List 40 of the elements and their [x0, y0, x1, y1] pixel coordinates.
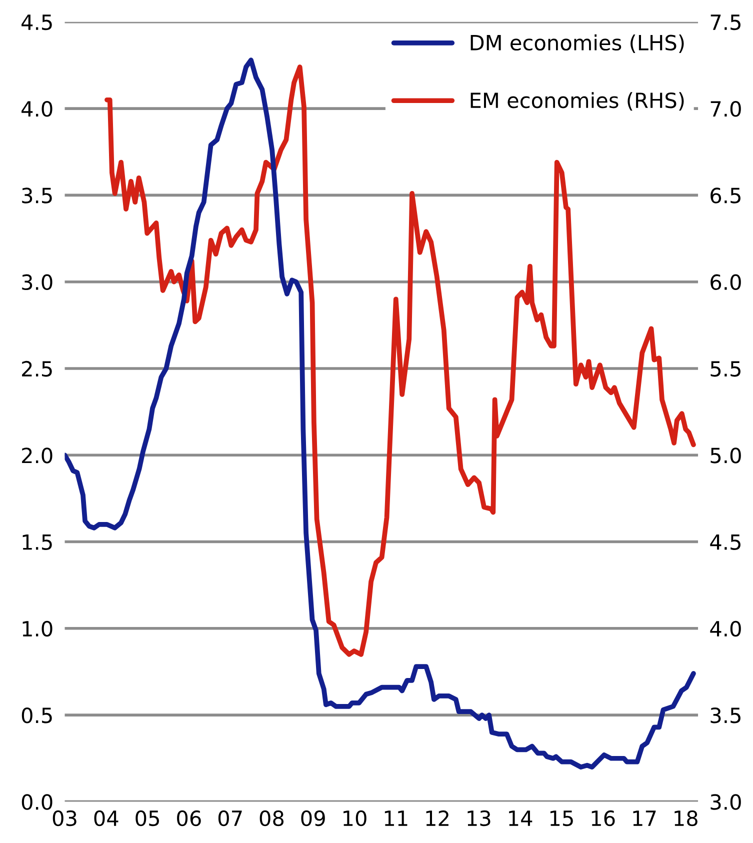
y-tick-label: 4.0: [22, 101, 52, 117]
y2-tick-label: 4.0: [710, 620, 741, 637]
y2-tick-label: 6.5: [710, 188, 740, 204]
x-tick-label: 14: [509, 810, 532, 826]
y2-tick-label: 7.5: [710, 14, 740, 30]
x-tick-label: 11: [384, 810, 408, 826]
x-tick-label: 04: [94, 810, 118, 826]
x-tick-label: 03: [52, 810, 76, 826]
y-tick-label: 1.5: [22, 534, 52, 550]
legend-label: EM economies (RHS): [470, 92, 684, 111]
x-tick-label: 07: [218, 810, 242, 826]
line-series: [64, 58, 696, 770]
y2-tick-label: 4.5: [710, 534, 740, 550]
y-tick-label: 3.0: [22, 274, 52, 290]
y-tick-label: 1.0: [22, 620, 52, 637]
y2-tick-label: 5.5: [710, 361, 740, 377]
y2-tick-label: 7.0: [710, 101, 741, 117]
legend-label: DM economies (LHS): [470, 34, 684, 53]
x-tick-label: 08: [260, 810, 284, 826]
x-tick-label: 13: [468, 810, 490, 826]
y-tick-label: 4.5: [22, 14, 52, 30]
y-tick-label: 2.5: [22, 360, 52, 377]
x-tick-label: 05: [136, 810, 159, 826]
x-tick-label: 12: [426, 810, 448, 826]
y2-tick-label: 3.0: [710, 794, 741, 810]
x-tick-label: 06: [177, 810, 201, 826]
y2-tick-label: 6.0: [710, 274, 741, 290]
x-tick-label: 18: [674, 810, 698, 826]
x-tick-label: 16: [592, 810, 615, 826]
x-tick-label: 15: [550, 810, 573, 826]
y2-tick-label: 3.5: [710, 708, 740, 724]
x-tick-label: 10: [344, 810, 366, 826]
y-tick-label: 0.5: [22, 708, 52, 724]
y-tick-label: 2.0: [22, 448, 52, 464]
y-tick-label: 0.0: [22, 794, 52, 810]
y2-tick-label: 5.0: [710, 448, 741, 464]
line-series: [104, 64, 696, 657]
x-tick-label: 09: [301, 810, 325, 826]
x-tick-label: 17: [633, 810, 656, 826]
y-tick-label: 3.5: [22, 188, 52, 204]
